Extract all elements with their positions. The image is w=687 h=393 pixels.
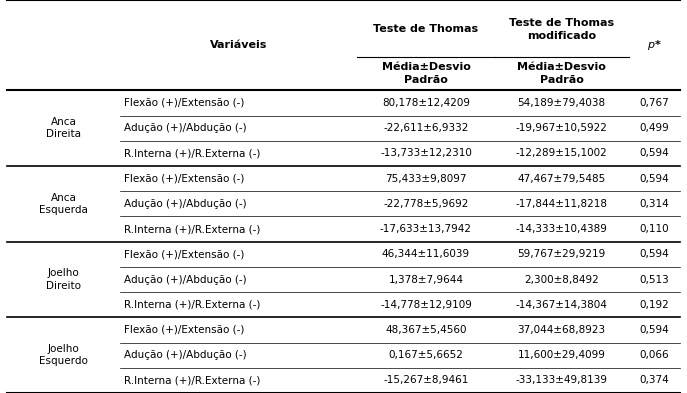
Text: Adução (+)/Abdução (-): Adução (+)/Abdução (-) [124, 275, 246, 285]
Text: Joelho
Esquerdo: Joelho Esquerdo [39, 344, 88, 366]
Text: $p$*: $p$* [647, 38, 662, 52]
Text: -22,611±6,9332: -22,611±6,9332 [383, 123, 469, 133]
Text: 0,192: 0,192 [640, 300, 669, 310]
Text: 37,044±68,8923: 37,044±68,8923 [517, 325, 606, 335]
Text: -17,844±11,8218: -17,844±11,8218 [516, 199, 607, 209]
Text: Média±Desvio
Padrão: Média±Desvio Padrão [381, 62, 471, 85]
Text: 0,594: 0,594 [640, 325, 669, 335]
Text: 48,367±5,4560: 48,367±5,4560 [385, 325, 466, 335]
Text: Adução (+)/Abdução (-): Adução (+)/Abdução (-) [124, 350, 246, 360]
Text: 80,178±12,4209: 80,178±12,4209 [382, 98, 470, 108]
Text: Flexão (+)/Extensão (-): Flexão (+)/Extensão (-) [124, 249, 244, 259]
Text: Flexão (+)/Extensão (-): Flexão (+)/Extensão (-) [124, 98, 244, 108]
Text: -15,267±8,9461: -15,267±8,9461 [383, 375, 469, 386]
Text: Adução (+)/Abdução (-): Adução (+)/Abdução (-) [124, 123, 246, 133]
Text: -14,778±12,9109: -14,778±12,9109 [380, 300, 472, 310]
Text: R.Interna (+)/R.Externa (-): R.Interna (+)/R.Externa (-) [124, 224, 260, 234]
Text: 54,189±79,4038: 54,189±79,4038 [517, 98, 606, 108]
Text: -14,333±10,4389: -14,333±10,4389 [516, 224, 607, 234]
Text: -17,633±13,7942: -17,633±13,7942 [380, 224, 472, 234]
Text: Variáveis: Variáveis [210, 40, 267, 50]
Text: -14,367±14,3804: -14,367±14,3804 [516, 300, 607, 310]
Text: Média±Desvio
Padrão: Média±Desvio Padrão [517, 62, 606, 85]
Text: 0,314: 0,314 [640, 199, 669, 209]
Text: 0,167±5,6652: 0,167±5,6652 [389, 350, 463, 360]
Text: -19,967±10,5922: -19,967±10,5922 [516, 123, 607, 133]
Text: 2,300±8,8492: 2,300±8,8492 [524, 275, 599, 285]
Text: Adução (+)/Abdução (-): Adução (+)/Abdução (-) [124, 199, 246, 209]
Text: 0,110: 0,110 [640, 224, 669, 234]
Text: Anca
Esquerda: Anca Esquerda [39, 193, 88, 215]
Text: 0,594: 0,594 [640, 174, 669, 184]
Text: Teste de Thomas
modificado: Teste de Thomas modificado [509, 18, 614, 40]
Text: 1,378±7,9644: 1,378±7,9644 [388, 275, 464, 285]
Text: 0,374: 0,374 [640, 375, 669, 386]
Text: -12,289±15,1002: -12,289±15,1002 [516, 149, 607, 158]
Text: 75,433±9,8097: 75,433±9,8097 [385, 174, 466, 184]
Text: Teste de Thomas: Teste de Thomas [373, 24, 479, 35]
Text: Anca
Direita: Anca Direita [46, 117, 81, 140]
Text: 0,513: 0,513 [640, 275, 669, 285]
Text: R.Interna (+)/R.Externa (-): R.Interna (+)/R.Externa (-) [124, 300, 260, 310]
Text: R.Interna (+)/R.Externa (-): R.Interna (+)/R.Externa (-) [124, 375, 260, 386]
Text: Flexão (+)/Extensão (-): Flexão (+)/Extensão (-) [124, 174, 244, 184]
Text: 11,600±29,4099: 11,600±29,4099 [518, 350, 605, 360]
Text: 0,767: 0,767 [640, 98, 669, 108]
Text: -33,133±49,8139: -33,133±49,8139 [516, 375, 607, 386]
Text: 59,767±29,9219: 59,767±29,9219 [517, 249, 606, 259]
Text: -13,733±12,2310: -13,733±12,2310 [380, 149, 472, 158]
Text: 0,594: 0,594 [640, 149, 669, 158]
Text: 46,344±11,6039: 46,344±11,6039 [382, 249, 470, 259]
Text: 0,499: 0,499 [640, 123, 669, 133]
Text: Joelho
Direito: Joelho Direito [46, 268, 81, 291]
Text: 0,594: 0,594 [640, 249, 669, 259]
Text: Flexão (+)/Extensão (-): Flexão (+)/Extensão (-) [124, 325, 244, 335]
Text: 47,467±79,5485: 47,467±79,5485 [517, 174, 606, 184]
Text: R.Interna (+)/R.Externa (-): R.Interna (+)/R.Externa (-) [124, 149, 260, 158]
Text: 0,066: 0,066 [640, 350, 669, 360]
Text: -22,778±5,9692: -22,778±5,9692 [383, 199, 469, 209]
